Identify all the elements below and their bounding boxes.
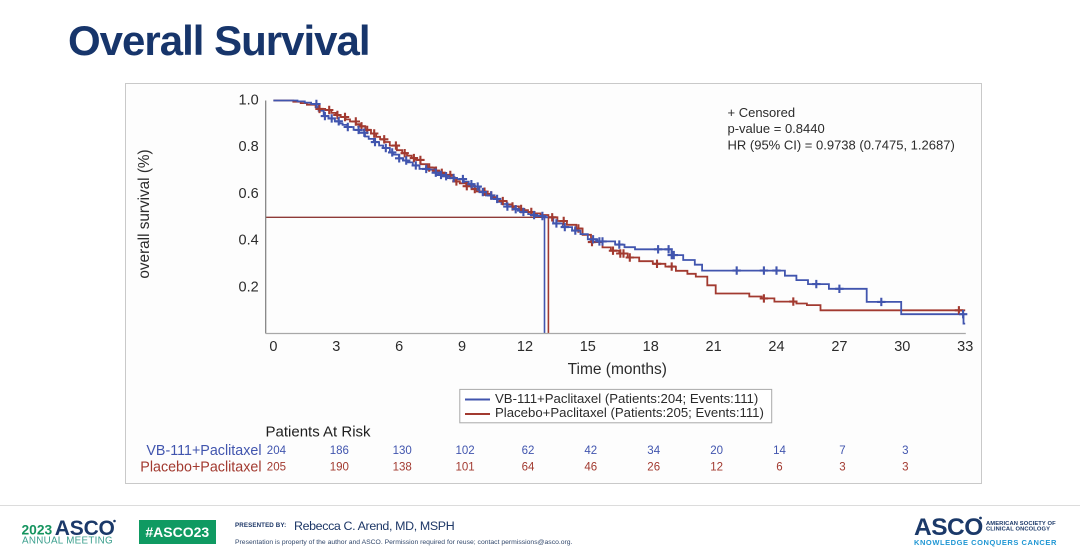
svg-text:30: 30 bbox=[894, 339, 910, 355]
svg-text:205: 205 bbox=[267, 462, 286, 474]
svg-text:ASCO: ASCO bbox=[55, 517, 115, 540]
svg-text:Patients At Risk: Patients At Risk bbox=[266, 424, 372, 441]
svg-text:0.4: 0.4 bbox=[239, 233, 259, 249]
svg-text:0.6: 0.6 bbox=[239, 186, 259, 202]
svg-text:3: 3 bbox=[902, 445, 908, 457]
svg-text:186: 186 bbox=[330, 445, 349, 457]
svg-text:20: 20 bbox=[710, 445, 723, 457]
svg-text:KNOWLEDGE CONQUERS CANCER: KNOWLEDGE CONQUERS CANCER bbox=[914, 538, 1057, 547]
svg-text:Placebo+Paclitaxel (Patients:2: Placebo+Paclitaxel (Patients:205; Events… bbox=[495, 405, 764, 420]
svg-text:138: 138 bbox=[393, 462, 412, 474]
svg-text:1.0: 1.0 bbox=[239, 93, 259, 109]
svg-text:2023: 2023 bbox=[22, 522, 53, 537]
svg-text:3: 3 bbox=[332, 339, 340, 355]
svg-text:62: 62 bbox=[522, 445, 535, 457]
svg-text:3: 3 bbox=[839, 462, 845, 474]
svg-text:CLINICAL ONCOLOGY: CLINICAL ONCOLOGY bbox=[986, 527, 1050, 533]
svg-text:3: 3 bbox=[902, 462, 908, 474]
svg-text:p-value = 0.8440: p-value = 0.8440 bbox=[728, 121, 825, 136]
svg-text:Time (months): Time (months) bbox=[568, 361, 667, 378]
svg-text:21: 21 bbox=[706, 339, 722, 355]
svg-text:0: 0 bbox=[269, 339, 277, 355]
svg-text:ASCO: ASCO bbox=[914, 514, 983, 541]
svg-text:7: 7 bbox=[839, 445, 845, 457]
svg-text:12: 12 bbox=[517, 339, 533, 355]
svg-text:46: 46 bbox=[584, 462, 597, 474]
svg-text:204: 204 bbox=[267, 445, 287, 457]
svg-text:6: 6 bbox=[776, 462, 782, 474]
svg-text:33: 33 bbox=[957, 339, 973, 355]
svg-text:26: 26 bbox=[647, 462, 660, 474]
svg-text:64: 64 bbox=[522, 462, 535, 474]
svg-text:15: 15 bbox=[580, 339, 596, 355]
svg-text:6: 6 bbox=[395, 339, 403, 355]
svg-text:190: 190 bbox=[330, 462, 349, 474]
svg-text:34: 34 bbox=[647, 445, 660, 457]
svg-text:130: 130 bbox=[393, 445, 412, 457]
svg-text:VB-111+Paclitaxel: VB-111+Paclitaxel bbox=[146, 443, 261, 459]
svg-text:9: 9 bbox=[458, 339, 466, 355]
svg-text:0.2: 0.2 bbox=[239, 279, 259, 295]
svg-text:27: 27 bbox=[831, 339, 847, 355]
svg-text:24: 24 bbox=[768, 339, 784, 355]
svg-text:101: 101 bbox=[456, 462, 475, 474]
svg-text:Placebo+Paclitaxel: Placebo+Paclitaxel bbox=[140, 460, 261, 476]
svg-text:VB-111+Paclitaxel (Patients:20: VB-111+Paclitaxel (Patients:204; Events:… bbox=[495, 391, 758, 406]
svg-text:AMERICAN SOCIETY OF: AMERICAN SOCIETY OF bbox=[986, 521, 1056, 527]
svg-text:+ Censored: + Censored bbox=[728, 105, 796, 120]
svg-text:HR (95% CI) = 0.9738 (0.7475,: HR (95% CI) = 0.9738 (0.7475, 1.2687) bbox=[728, 138, 955, 153]
svg-text:0.8: 0.8 bbox=[239, 139, 259, 155]
svg-text:12: 12 bbox=[710, 462, 723, 474]
svg-text:14: 14 bbox=[773, 445, 786, 457]
svg-text:18: 18 bbox=[643, 339, 659, 355]
svg-text:ANNUAL MEETING: ANNUAL MEETING bbox=[22, 535, 113, 546]
svg-text:102: 102 bbox=[456, 445, 475, 457]
svg-text:overall survival (%): overall survival (%) bbox=[136, 149, 153, 278]
svg-text:42: 42 bbox=[584, 445, 597, 457]
